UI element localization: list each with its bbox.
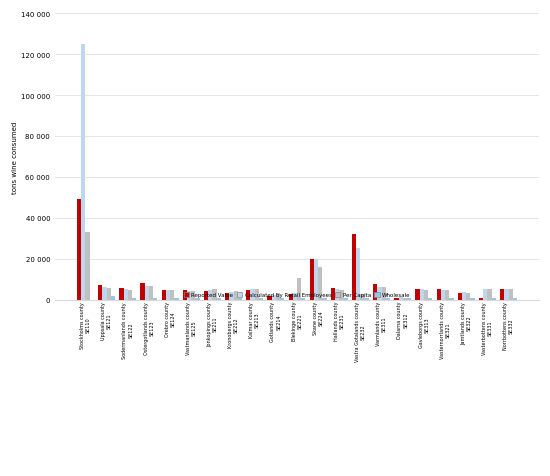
Bar (183, 291, 187, 300)
Bar (479, 299, 483, 300)
Legend: Reported Value, Calculated by Retail Employees, Per Capita, Wholesale: Reported Value, Calculated by Retail Emp… (182, 290, 412, 300)
Bar (437, 290, 441, 300)
Bar (250, 290, 255, 300)
Bar (255, 290, 259, 300)
Bar (81, 45, 85, 300)
Bar (229, 292, 234, 300)
Bar (191, 291, 195, 300)
Bar (102, 288, 107, 300)
Bar (217, 299, 221, 300)
Bar (462, 293, 466, 300)
Bar (382, 287, 386, 300)
Bar (174, 299, 179, 300)
Bar (322, 299, 327, 300)
Bar (195, 299, 200, 300)
Bar (339, 290, 344, 300)
Bar (187, 291, 191, 300)
Bar (365, 299, 369, 300)
Bar (98, 286, 102, 300)
Bar (297, 278, 301, 300)
Bar (276, 293, 280, 300)
Bar (204, 292, 208, 300)
Bar (509, 290, 513, 300)
Bar (386, 299, 390, 300)
Bar (310, 259, 314, 300)
Bar (407, 299, 411, 300)
Bar (259, 299, 263, 300)
Y-axis label: tons wine consumed: tons wine consumed (12, 121, 18, 193)
Bar (170, 290, 174, 300)
Bar (428, 299, 432, 300)
Bar (267, 297, 272, 300)
Bar (420, 290, 424, 300)
Bar (166, 290, 170, 300)
Bar (335, 290, 339, 300)
Bar (77, 200, 81, 300)
Bar (470, 299, 475, 300)
Bar (415, 290, 420, 300)
Bar (424, 291, 428, 300)
Bar (162, 291, 166, 300)
Bar (344, 299, 348, 300)
Bar (280, 299, 284, 300)
Bar (272, 296, 276, 300)
Bar (124, 290, 128, 300)
Bar (487, 290, 492, 300)
Bar (356, 249, 360, 300)
Bar (513, 299, 517, 300)
Bar (301, 299, 305, 300)
Bar (107, 288, 111, 300)
Bar (132, 299, 136, 300)
Bar (504, 290, 509, 300)
Bar (449, 299, 454, 300)
Bar (149, 287, 153, 300)
Bar (331, 288, 335, 300)
Bar (466, 294, 470, 300)
Bar (500, 290, 504, 300)
Bar (318, 267, 322, 300)
Bar (445, 291, 449, 300)
Bar (492, 299, 496, 300)
Bar (399, 298, 403, 300)
Bar (238, 299, 242, 300)
Bar (360, 295, 365, 300)
Bar (289, 295, 293, 300)
Bar (212, 290, 217, 300)
Bar (208, 290, 212, 300)
Bar (314, 259, 318, 300)
Bar (403, 298, 407, 300)
Bar (293, 294, 297, 300)
Bar (458, 294, 462, 300)
Bar (394, 299, 399, 300)
Bar (246, 291, 250, 300)
Bar (145, 287, 149, 300)
Bar (119, 288, 124, 300)
Bar (225, 294, 229, 300)
Bar (234, 291, 238, 300)
Bar (441, 291, 445, 300)
Bar (483, 290, 487, 300)
Bar (153, 299, 157, 300)
Bar (140, 284, 145, 300)
Bar (111, 297, 115, 300)
Bar (85, 233, 90, 300)
Bar (373, 285, 377, 300)
Bar (377, 288, 382, 300)
Bar (128, 291, 132, 300)
Bar (352, 235, 356, 300)
